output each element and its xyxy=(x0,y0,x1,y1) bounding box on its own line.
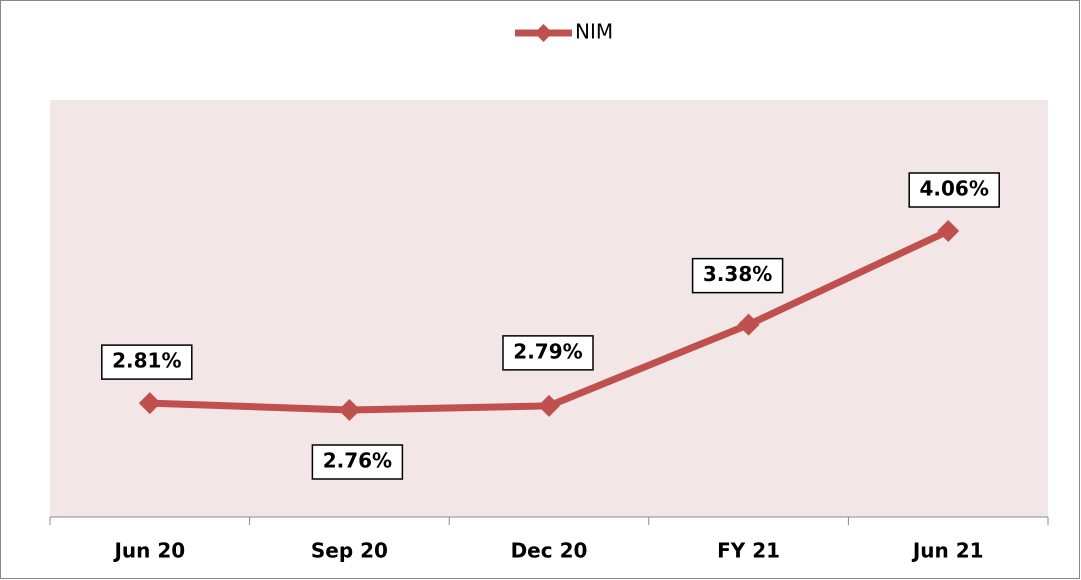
value-label-box xyxy=(691,257,784,294)
point-marker xyxy=(138,392,161,415)
plot-area xyxy=(50,100,1048,517)
value-label-box xyxy=(101,344,193,380)
x-tick-label: Dec 20 xyxy=(511,539,588,563)
point-marker xyxy=(737,313,760,336)
value-label: 2.79% xyxy=(513,339,582,363)
legend-marker xyxy=(534,24,553,42)
value-label-box xyxy=(908,172,1000,208)
x-tick-label: FY 21 xyxy=(717,539,780,563)
value-label: 2.76% xyxy=(323,449,392,473)
point-marker xyxy=(338,399,361,421)
value-label-box xyxy=(311,444,404,480)
point-marker xyxy=(937,220,960,242)
x-tick-label: Sep 20 xyxy=(311,539,388,563)
value-label: 4.06% xyxy=(920,177,989,201)
legend-label: NIM xyxy=(575,20,613,44)
x-tick-label: Jun 21 xyxy=(911,539,984,563)
value-label-box xyxy=(502,335,594,371)
point-marker xyxy=(538,394,560,417)
value-label: 3.38% xyxy=(703,262,772,286)
value-label: 2.81% xyxy=(112,349,181,373)
x-tick-label: Jun 20 xyxy=(112,539,185,563)
